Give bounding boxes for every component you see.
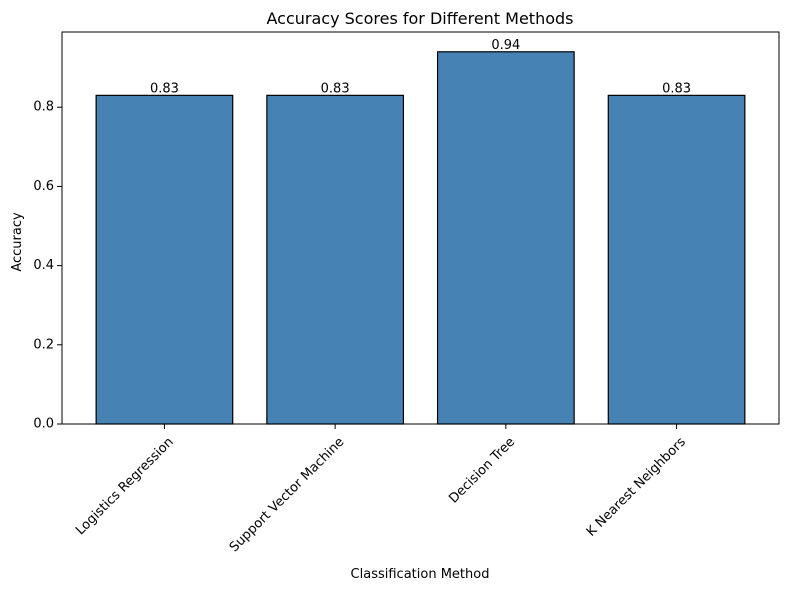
bar-1: [266, 94, 405, 425]
y-tick-label-0: 0.0: [33, 417, 54, 432]
y-axis-label: Accuracy: [10, 212, 25, 272]
x-axis: Logistics Regression Support Vector Machi…: [73, 424, 689, 555]
x-tick-label-1: Support Vector Machine: [227, 435, 348, 556]
y-tick-label-4: 0.8: [33, 100, 54, 115]
y-tick-label-2: 0.4: [33, 258, 54, 273]
bar-value-label-3: 0.83: [662, 81, 691, 96]
x-axis-label: Classification Method: [351, 567, 490, 582]
bar-2: [436, 51, 575, 425]
x-tick-label-0: Logistics Regression: [73, 435, 177, 539]
y-tick-label-1: 0.2: [33, 337, 54, 352]
x-tick-label-2: Decision Tree: [446, 435, 518, 507]
bar-value-labels: 0.83 0.83 0.94 0.83: [150, 38, 691, 97]
bar-value-label-1: 0.83: [321, 81, 350, 96]
bar-0: [95, 94, 234, 425]
bar-value-label-0: 0.83: [150, 81, 179, 96]
plot-frame: [61, 31, 780, 425]
y-tick-label-3: 0.6: [33, 179, 54, 194]
x-tick-label-3: K Nearest Neighbors: [584, 435, 689, 540]
bar-value-label-2: 0.94: [491, 38, 520, 53]
bars-group: [95, 51, 746, 425]
chart-title: Accuracy Scores for Different Methods: [267, 9, 574, 28]
y-axis: 0.0 0.2 0.4 0.6 0.8: [33, 100, 62, 432]
bar-3: [607, 94, 746, 425]
